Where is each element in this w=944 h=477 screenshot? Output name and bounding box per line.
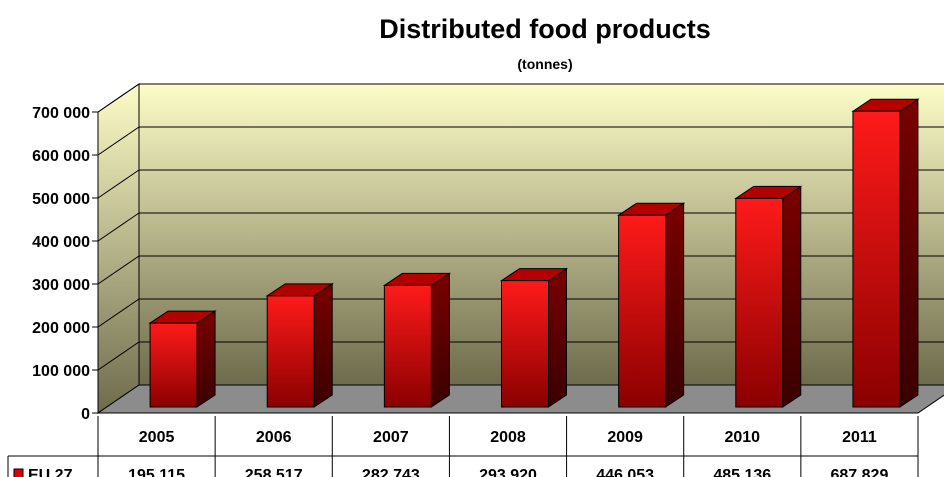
bar-side [665,202,685,408]
bar-2009 [616,202,686,408]
data-label: 687 829 [831,467,889,477]
bar-front [501,280,549,408]
bar-front [149,322,198,408]
gridline [97,169,944,199]
bar-2011 [851,98,920,408]
data-label: 446 053 [596,467,654,477]
chart-title: Distributed food products [379,14,711,44]
bar-front [383,284,432,408]
bar-side [548,267,567,408]
x-tick-label: 2009 [607,429,643,446]
data-label: 485 136 [713,467,771,477]
bar-front [266,295,315,408]
bar-side [782,185,802,408]
bar-side [196,310,216,408]
data-label: 258 517 [245,467,303,477]
y-tick-label: 400 000 [32,234,90,251]
chart-side-wall [97,83,140,414]
gridline [97,126,944,156]
gridline [97,212,944,242]
x-tick-label: 2011 [842,429,877,446]
y-tick-label: 700 000 [32,105,90,122]
bar-front [852,110,901,408]
x-tick-label: 2010 [724,429,760,446]
y-tick-label: 600 000 [32,148,90,165]
bar-front [735,197,784,408]
gridline [97,83,944,113]
chart-subtitle: (tonnes) [517,56,573,72]
data-label: 293 920 [479,467,537,477]
bar-2008 [499,267,569,408]
x-tick-label: 2008 [490,429,526,446]
bar-2006 [265,282,334,408]
data-label: 282 743 [362,467,420,477]
bar-side [899,98,919,408]
y-tick-label: 300 000 [32,277,90,294]
x-tick-label: 2007 [373,429,409,446]
y-tick-label: 0 [81,406,90,423]
gridline [97,341,944,371]
y-tick-label: 200 000 [32,320,90,337]
y-tick-label: 100 000 [32,363,90,380]
gridline [97,255,944,285]
bar-front [618,214,667,408]
data-label: 195 115 [128,467,185,477]
bar-2005 [148,310,217,408]
bar-2007 [382,272,452,408]
gridline [97,298,944,328]
legend-series-name: EU 27 [28,467,73,477]
bar-side [313,282,333,408]
legend-key [13,468,24,477]
bar-side [430,272,450,408]
x-tick-label: 2006 [256,429,292,446]
y-tick-label: 500 000 [32,191,90,208]
bar-2010 [734,185,803,408]
x-tick-label: 2005 [139,429,175,446]
